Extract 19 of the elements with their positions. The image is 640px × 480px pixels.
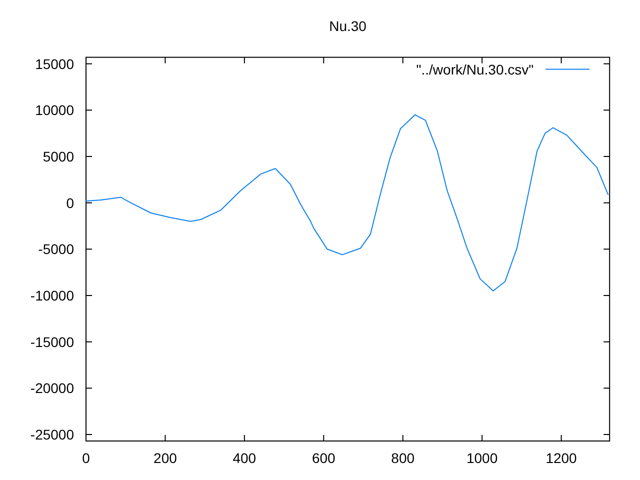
y-tick-label: -20000 xyxy=(30,380,74,396)
line-series xyxy=(86,114,609,292)
y-tick-label: -25000 xyxy=(30,426,74,443)
x-tick-label: 1000 xyxy=(466,450,498,466)
chart-title: Nu.30 xyxy=(329,18,367,34)
x-tick-label: 600 xyxy=(312,450,336,466)
x-tick-label: 400 xyxy=(232,450,256,466)
y-tick-label: -15000 xyxy=(30,334,74,350)
x-tick-label: 800 xyxy=(391,450,415,466)
y-tick-label: -10000 xyxy=(30,287,74,304)
y-tick-label: 15000 xyxy=(35,56,74,72)
x-tick-label: 200 xyxy=(154,450,178,466)
y-tick-label: -5000 xyxy=(38,241,74,258)
y-tick-label: 0 xyxy=(66,194,74,211)
y-tick-label: 10000 xyxy=(35,102,74,118)
x-tick-label: 1200 xyxy=(546,450,578,466)
x-tick-label: 0 xyxy=(82,450,90,466)
text: "../work/Nu.30.csv" xyxy=(416,61,534,78)
y-tick-label: 5000 xyxy=(42,148,74,164)
